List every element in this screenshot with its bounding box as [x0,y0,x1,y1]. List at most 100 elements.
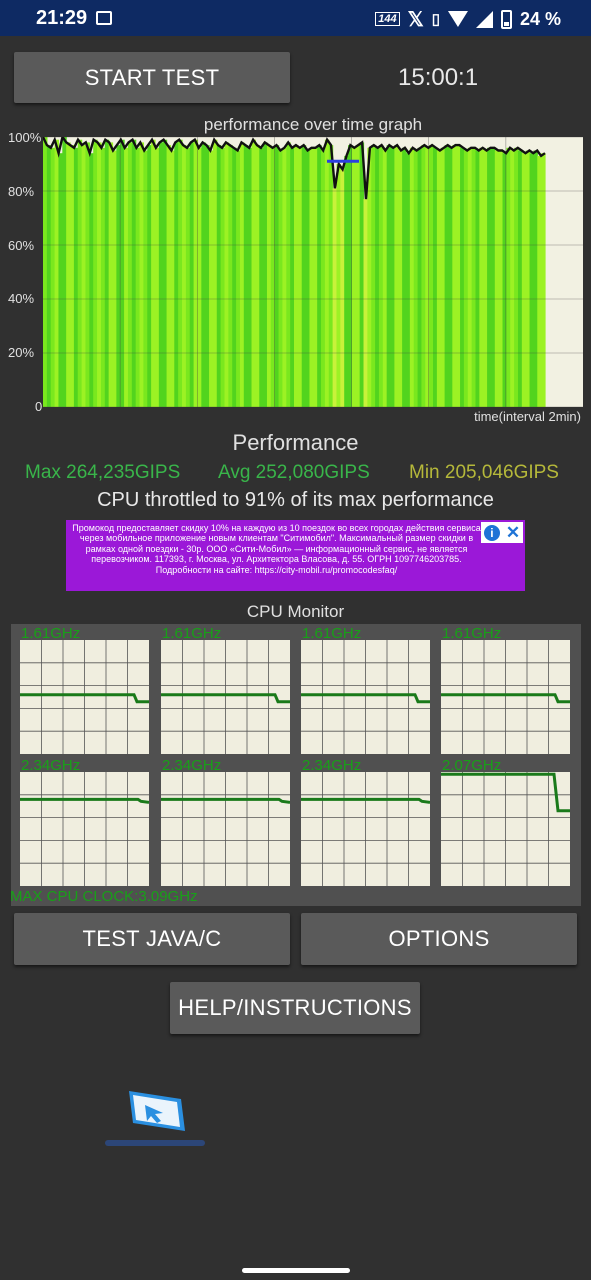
core-frequency-line [301,797,430,804]
performance-bar [336,164,341,407]
core-frequency-line [161,693,290,704]
performance-bar [278,150,284,407]
battery-percent: 24 % [519,8,561,29]
performance-bar [193,139,199,407]
performance-bar [494,150,500,407]
performance-bar [413,150,419,407]
performance-bar [371,145,376,407]
core-freq-1: 1.61GHz [21,625,81,642]
performance-bar [255,145,260,407]
test-timer: 15:00:1 [398,64,479,91]
performance-line [43,137,546,200]
start-test-button[interactable]: START TEST [14,52,290,103]
throttle-message: CPU throttled to 91% of its max performa… [97,489,494,511]
performance-bar [247,147,253,407]
performance-bar [541,153,546,407]
cpu-monitor-title: CPU Monitor [246,602,345,621]
home-indicator[interactable] [242,1268,350,1273]
performance-bar [297,147,303,407]
core-graph-svg [20,772,149,886]
performance-bar [93,139,98,407]
close-icon[interactable]: ✕ [505,522,521,542]
performance-bar [166,145,172,407]
performance-bar [224,142,229,407]
performance-bar [185,147,191,407]
performance-bar [309,147,314,407]
core-graph-3 [301,640,430,754]
core-graph-4 [441,640,570,754]
performance-bar [158,142,164,407]
performance-bar [151,139,156,407]
vibrate-icon: ▯ [431,11,440,28]
graph-title: performance over time graph [203,115,423,134]
performance-bar [43,137,48,407]
options-button[interactable]: OPTIONS [301,913,577,965]
performance-bar [139,142,144,407]
performance-bar [205,145,210,407]
performance-bar [243,145,249,407]
core-freq-7: 2.34GHz [302,757,362,774]
performance-bar [70,145,75,407]
performance-bar [100,147,106,407]
performance-bar [467,147,473,407]
help-instructions-button[interactable]: HELP/INSTRUCTIONS [170,982,420,1034]
y-tick-80: 80% [8,184,35,199]
performance-bar [294,145,299,407]
performance-bar [228,145,233,407]
performance-bar [77,139,83,407]
image-icon [96,11,112,25]
performance-bar [324,139,330,407]
status-bar: 21:29 144 𝕏 ▯ 24 % [0,0,591,36]
performance-bar [147,145,152,407]
core-graph-6 [161,772,290,886]
performance-bar [402,147,407,407]
clock: 21:29 [36,7,88,29]
performance-bar [274,145,280,407]
performance-bar [390,147,395,407]
y-tick-100: 100% [8,130,42,145]
core-graph-2 [161,640,290,754]
performance-bar [471,147,477,407]
performance-graph-svg [43,137,583,407]
performance-bar [483,150,488,407]
performance-bar [270,147,276,407]
min-performance: Min 205,046GIPS [409,462,559,483]
max-performance: Max 264,235GIPS [25,462,181,483]
core-graph-svg [161,640,290,754]
core-graph-svg [441,772,570,886]
performance-bar [124,147,129,407]
performance-bar [378,145,384,407]
performance-bar [131,139,137,407]
performance-bar [120,139,125,407]
performance-bar [436,150,442,407]
performance-bar [81,145,87,407]
info-icon[interactable]: i [483,524,500,541]
performance-bar [394,145,399,407]
cpu-monitor-panel: 1.61GHz 1.61GHz 1.61GHz 1.61GHz 2.34GHz … [11,624,581,906]
performance-bar [66,142,71,407]
performance-bar [290,147,295,407]
performance-bar [58,153,63,407]
performance-bar [529,153,535,407]
ad-banner[interactable]: Промокод предоставляет скидку 10% на каж… [66,520,525,591]
performance-bar [514,147,519,407]
performance-bar [487,147,492,407]
performance-bar [50,147,56,407]
test-java-button[interactable]: TEST JAVA/C [14,913,290,965]
core-graph-1 [20,640,149,754]
performance-bar [533,150,538,407]
core-freq-3: 1.61GHz [302,625,362,642]
performance-bar [321,150,326,407]
performance-bar [417,147,423,407]
watermark-logo [105,1091,205,1146]
y-tick-40: 40% [8,291,35,306]
max-cpu-clock: MAX CPU CLOCK:3.09GHz [10,888,198,905]
performance-bar [351,147,357,407]
performance-bar [135,147,141,407]
performance-bar [433,147,438,407]
core-graph-5 [20,772,149,886]
performance-bar [444,145,450,407]
performance-bar [162,139,168,407]
performance-title: Performance [232,430,359,455]
performance-bar [498,150,504,407]
